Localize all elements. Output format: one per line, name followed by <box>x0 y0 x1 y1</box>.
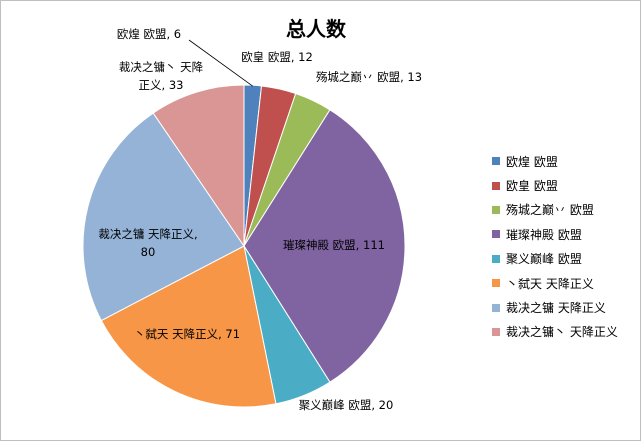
legend-swatch <box>492 254 500 263</box>
legend-swatch <box>492 327 500 336</box>
data-label-8: 裁决之镛丶 天降正义, 33 <box>119 60 204 92</box>
legend-swatch <box>492 205 500 214</box>
legend-label: 欧煌 欧盟 <box>506 154 558 169</box>
legend-label: 裁决之镛 天降正义 <box>506 301 606 316</box>
legend-swatch <box>492 230 500 239</box>
data-label-7: 裁决之镛 天降正义, 80 <box>98 227 197 259</box>
legend-swatch <box>492 303 500 312</box>
legend-label: 欧皇 欧盟 <box>506 179 558 194</box>
legend-entry: 聚义巅峰 欧盟 <box>492 247 640 271</box>
pie-slice-8 <box>152 84 245 248</box>
legend-label: 聚义巅峰 欧盟 <box>506 252 582 267</box>
legend-entry: 欧皇 欧盟 <box>492 173 640 197</box>
legend-entry: 殇城之巅丷 欧盟 <box>492 198 640 222</box>
legend-label: 璀璨神殿 欧盟 <box>506 227 582 242</box>
legend-entry: 璀璨神殿 欧盟 <box>492 222 640 246</box>
pie-slice-7 <box>82 112 245 322</box>
leader-line-1 <box>188 39 254 87</box>
pie-slice-6 <box>100 245 277 408</box>
legend-entry: 裁决之镛丶 天降正义 <box>492 320 640 344</box>
data-label-5: 聚义巅峰 欧盟, 20 <box>299 398 394 412</box>
pie-slices <box>82 84 406 408</box>
legend-label: 丶弑天 天降正义 <box>506 276 594 291</box>
leader-lines <box>188 39 254 87</box>
data-label-6: 丶弑天 天降正义, 71 <box>134 327 240 341</box>
legend-entry: 欧煌 欧盟 <box>492 149 640 173</box>
data-label-4: 璀璨神殿 欧盟, 111 <box>283 238 385 252</box>
chart-title: 总人数 <box>286 17 347 41</box>
legend-swatch <box>492 279 500 288</box>
legend-entry: 裁决之镛 天降正义 <box>492 295 640 319</box>
legend-entry: 丶弑天 天降正义 <box>492 271 640 295</box>
legend-swatch <box>492 181 500 190</box>
legend: 欧煌 欧盟欧皇 欧盟殇城之巅丷 欧盟 璀璨神殿 欧盟 聚义巅峰 欧盟 丶弑天 天降正义… <box>492 149 640 344</box>
data-label-1: 欧煌 欧盟, 6 <box>117 27 181 41</box>
data-label-2: 欧皇 欧盟, 12 <box>241 50 313 64</box>
legend-label: 殇城之巅丷 欧盟 <box>506 203 594 218</box>
data-label-3: 殇城之巅丷 欧盟, 13 <box>316 70 422 84</box>
pie-slice-4 <box>243 109 406 383</box>
legend-label: 裁决之镛丶 天降正义 <box>506 325 618 340</box>
legend-swatch <box>492 157 500 166</box>
